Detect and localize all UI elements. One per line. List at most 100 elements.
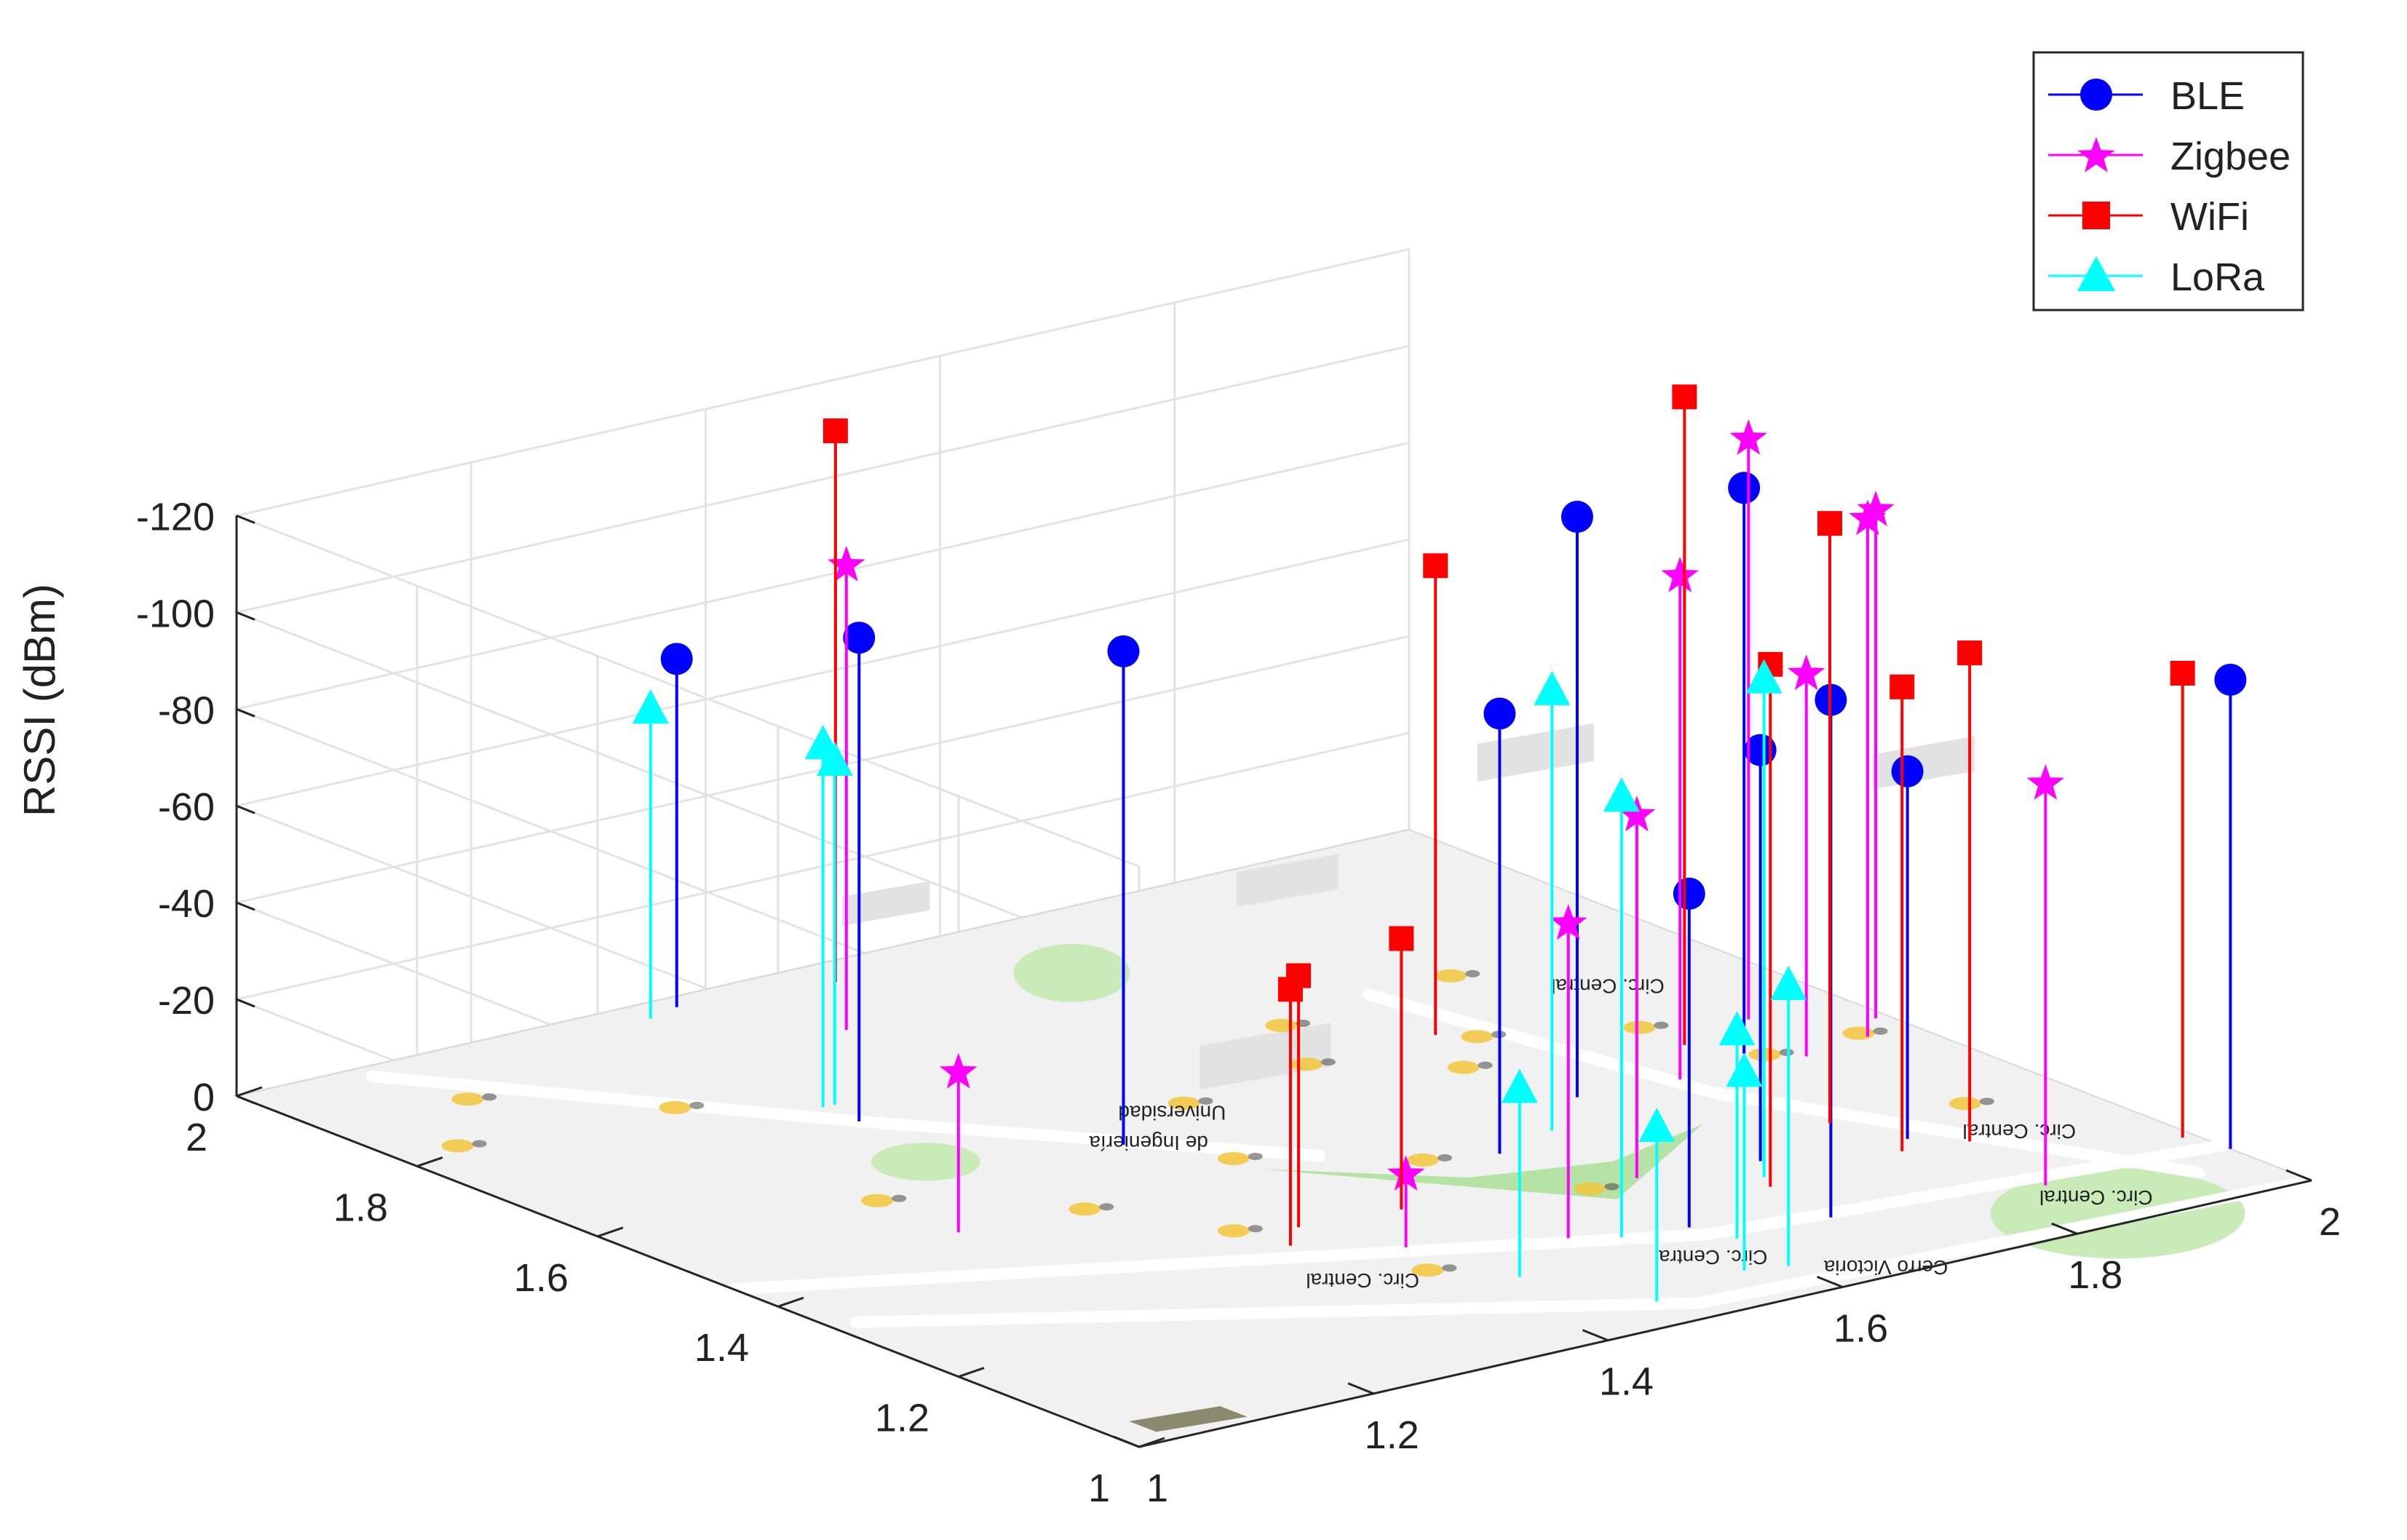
z-tick — [236, 1095, 255, 1105]
z-tick — [236, 611, 255, 621]
sensor-node-icon — [861, 1194, 894, 1207]
data-point-ble — [1483, 697, 1516, 730]
data-point-zigbee — [828, 545, 865, 582]
z-tick — [236, 515, 255, 524]
sensor-node-icon — [1442, 1264, 1457, 1272]
sensor-node-icon — [1248, 1225, 1263, 1233]
data-point-wifi — [822, 418, 848, 443]
legend-entry-lora: LoRa — [2048, 255, 2265, 299]
data-point-ble — [1107, 635, 1140, 667]
sensor-node-icon — [1779, 1049, 1794, 1057]
z-axis-label: RSSI (dBm) — [15, 584, 64, 817]
data-point-ble — [1561, 501, 1593, 533]
sensor-node-icon — [1654, 1021, 1669, 1029]
map-label: de Ingeniería — [1089, 1132, 1208, 1154]
sensor-node-icon — [1623, 1020, 1656, 1034]
sensor-node-icon — [1604, 1183, 1619, 1191]
sensor-node-icon — [689, 1101, 705, 1109]
map-building — [1872, 736, 1975, 790]
legend: BLE Zigbee WiFi LoRa — [2032, 51, 2304, 311]
x-tick-label: 1.6 — [1833, 1306, 1888, 1350]
sensor-node-icon — [1407, 1153, 1440, 1167]
y-tick — [416, 1156, 443, 1167]
sensor-node-icon — [1217, 1151, 1250, 1165]
map-road — [727, 1139, 2227, 1295]
data-point-wifi — [1817, 511, 1843, 536]
data-point-wifi — [1672, 384, 1697, 410]
x-tick-label: 1.4 — [1599, 1360, 1654, 1404]
y-tick — [236, 1086, 263, 1098]
data-point-zigbee — [1857, 491, 1895, 527]
map-label: Universidad — [1118, 1101, 1226, 1124]
map-park — [1260, 1124, 1703, 1199]
x-tick-label: 1.2 — [1365, 1413, 1419, 1457]
x-tick — [1113, 1435, 1140, 1448]
y-tick — [1138, 1437, 1165, 1448]
legend-label-wifi: WiFi — [2170, 195, 2249, 239]
y-tick-label: 1 — [1088, 1466, 1110, 1510]
legend-label-zigbee: Zigbee — [2170, 135, 2291, 178]
z-tick-label: -120 — [136, 495, 215, 539]
legend-entry-wifi: WiFi — [2048, 195, 2249, 239]
data-point-zigbee — [2026, 764, 2064, 800]
sensor-node-icon — [1167, 1096, 1200, 1110]
y-tick — [958, 1367, 985, 1378]
z-tick-label: -60 — [158, 785, 215, 829]
data-point-lora — [1534, 670, 1571, 705]
y-tick — [597, 1226, 624, 1238]
x-tick — [1817, 1276, 1844, 1288]
map-building — [842, 881, 930, 926]
map-building — [1237, 854, 1339, 908]
sensor-node-icon — [451, 1092, 484, 1106]
data-point-ble — [1891, 755, 1924, 787]
y-tick-label: 1.6 — [514, 1256, 568, 1300]
x-tick — [1347, 1382, 1374, 1395]
legend-entry-ble: BLE — [2048, 74, 2245, 118]
data-point-zigbee — [1618, 795, 1656, 832]
sensor-node-icon — [1068, 1202, 1101, 1216]
series-zigbee — [828, 419, 2064, 1247]
sensor-node-icon — [1099, 1203, 1114, 1211]
sensor-node-icon — [1198, 1097, 1213, 1105]
data-point-lora — [1770, 966, 1807, 1000]
y-tick-label: 1.8 — [333, 1186, 388, 1229]
sensor-node-icon — [1478, 1061, 1493, 1069]
map-road — [849, 1175, 2317, 1328]
sensor-node-icon — [1465, 969, 1480, 977]
data-point-wifi — [1957, 640, 1983, 666]
map-building — [1477, 723, 1594, 782]
z-tick-label: -80 — [158, 688, 215, 732]
data-point-lora — [1638, 1108, 1676, 1142]
axis-lines-and-ticks: 0 -20 -40 -60 -80 -100 -120 1 1.2 1.4 1.6 1.8 2 1 1.2 1… — [136, 495, 2341, 1510]
y-tick-label: 1.4 — [694, 1326, 749, 1370]
sensor-node-icon — [472, 1140, 487, 1148]
sensor-node-icon — [1290, 1057, 1323, 1071]
data-point-ble — [660, 643, 693, 675]
sensor-node-icon — [1217, 1224, 1250, 1238]
x-tick-label: 1.8 — [2068, 1253, 2122, 1297]
data-point-lora — [632, 689, 669, 724]
data-point-lora — [816, 742, 853, 776]
z-tick — [236, 707, 255, 718]
map-road — [1363, 988, 2205, 1179]
data-point-ble — [1673, 877, 1705, 910]
data-point-zigbee — [1387, 1155, 1425, 1191]
map-green-area — [1013, 943, 1130, 1002]
data-point-zigbee — [1729, 419, 1767, 455]
legend-label-ble: BLE — [2170, 74, 2245, 118]
y-tick — [777, 1296, 804, 1308]
map-label: Circ. Central — [1963, 1120, 2077, 1143]
z-tick-label: -40 — [158, 882, 215, 926]
sensor-node-icon — [1842, 1026, 1875, 1040]
legend-label-lora: LoRa — [2170, 255, 2265, 299]
sensor-node-icon — [659, 1100, 691, 1114]
data-point-wifi — [1889, 674, 1915, 699]
z-tick — [236, 804, 255, 814]
x-tick-label: 2 — [2319, 1200, 2341, 1244]
data-point-lora — [1745, 659, 1783, 694]
map-label: Circ. Central — [2039, 1186, 2153, 1209]
data-point-lora — [1501, 1068, 1538, 1103]
sensor-node-icon — [1321, 1058, 1336, 1066]
